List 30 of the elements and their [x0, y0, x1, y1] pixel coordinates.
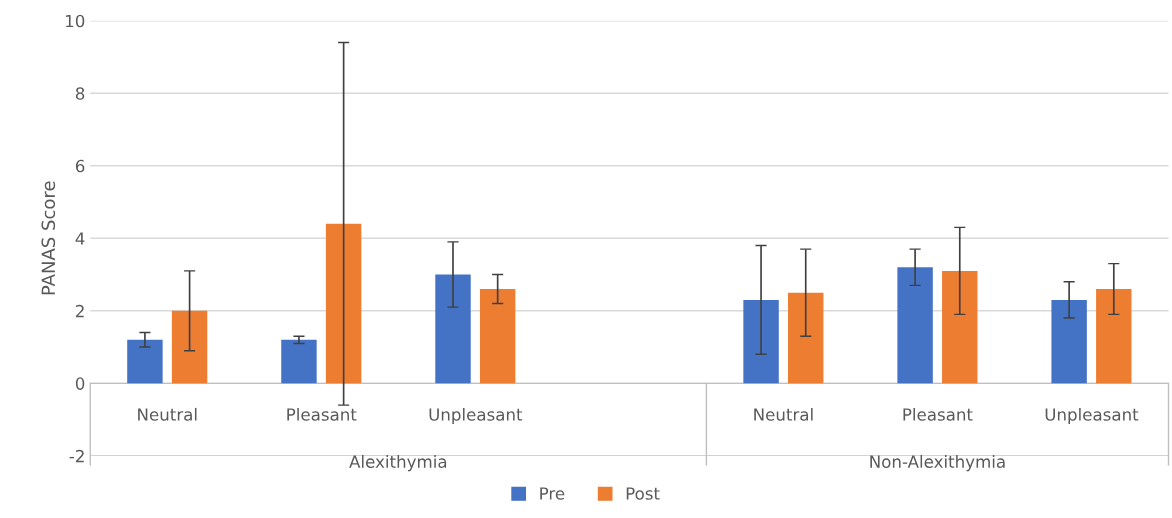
bar: [1051, 299, 1087, 384]
annotation: Non-Alexithymia: [870, 455, 1005, 472]
x-tick-label: Neutral: [138, 407, 197, 421]
annotation: Alexithymia: [349, 455, 447, 472]
x-tick-label: Unpleasant: [429, 407, 523, 425]
x-tick-label: Neutral: [754, 407, 813, 421]
bar: [942, 270, 978, 384]
x-tick-label: Pleasant: [287, 407, 357, 421]
y-tick-label: 10: [66, 14, 85, 28]
bar: [743, 299, 779, 384]
x-tick-label: Pleasant: [903, 407, 973, 421]
y-axis-title: PANAS Score: [41, 181, 56, 295]
y-tick-label: 2: [76, 304, 84, 318]
bar: [171, 310, 208, 384]
bar: [325, 223, 362, 384]
legend-label: Post: [626, 487, 660, 500]
y-tick-label: 8: [75, 87, 85, 100]
x-tick-label: Unpleasant: [1045, 407, 1139, 425]
bar: [479, 289, 516, 384]
legend-label: Pre: [540, 487, 565, 500]
bar: [788, 292, 824, 384]
y-tick-label: 4: [75, 232, 85, 245]
bar: [435, 274, 471, 384]
bar: [127, 339, 163, 384]
bar: [897, 267, 933, 384]
bar: [1096, 289, 1132, 384]
y-tick-label: -2: [69, 449, 84, 463]
y-tick-label: 0: [75, 377, 85, 390]
y-tick-label: 6: [75, 159, 85, 173]
bar: [281, 339, 317, 384]
